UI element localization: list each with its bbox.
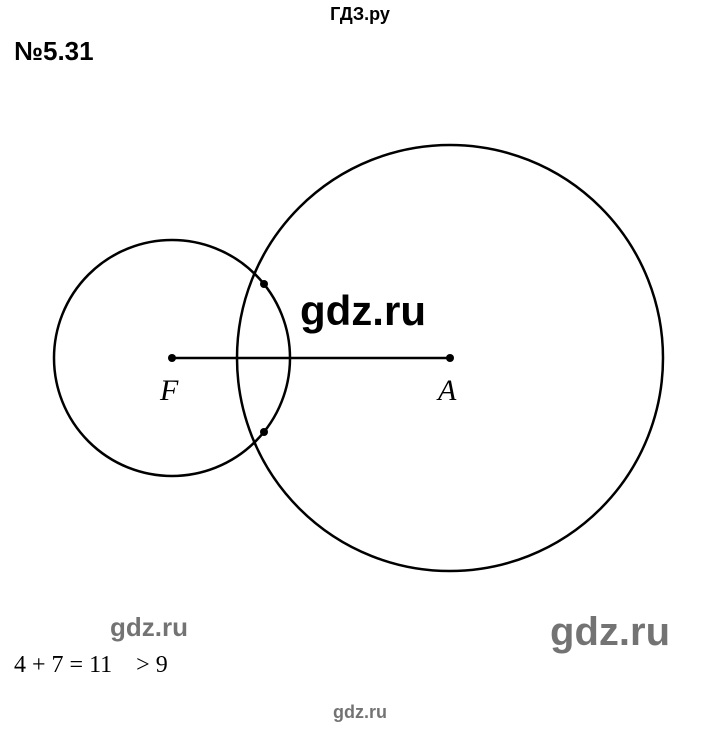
equation-text: 4 + 7 = 11 > 9	[14, 652, 168, 679]
watermark-bottom-right: gdz.ru	[550, 610, 670, 655]
label-A: A	[436, 374, 457, 407]
header-site-label: ГДЗ.ру	[0, 4, 720, 25]
watermark-center: gdz.ru	[300, 287, 426, 334]
watermark-bottom-left: gdz.ru	[110, 612, 188, 643]
diagram-svg: F Agdz.ru	[0, 80, 720, 580]
label-F: F	[159, 374, 179, 407]
geometry-diagram: F Agdz.ru	[0, 80, 720, 580]
intersection-point-1	[260, 428, 268, 436]
point-A	[446, 354, 454, 362]
problem-number: №5.31	[14, 36, 94, 67]
watermark-footer: gdz.ru	[0, 702, 720, 723]
intersection-point-0	[260, 280, 268, 288]
point-F	[168, 354, 176, 362]
